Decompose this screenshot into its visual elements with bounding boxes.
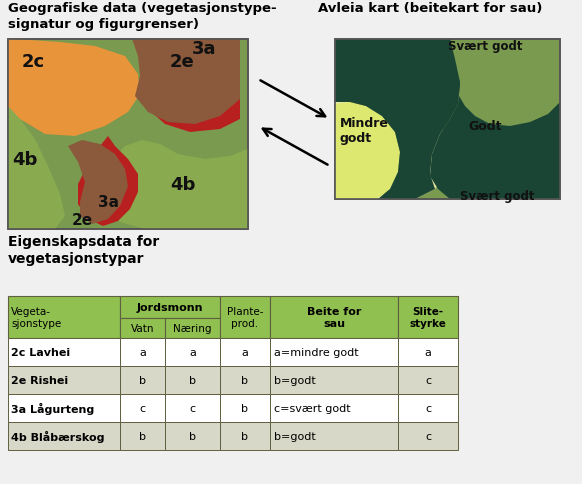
Bar: [220, 394, 270, 422]
Text: b: b: [139, 431, 146, 441]
Bar: [8, 40, 248, 229]
Bar: [8, 296, 120, 338]
Text: c: c: [425, 375, 431, 385]
Bar: [8, 338, 120, 366]
Text: c: c: [425, 431, 431, 441]
Polygon shape: [78, 136, 138, 227]
Bar: [270, 338, 398, 366]
Bar: [165, 338, 220, 366]
Bar: [270, 394, 398, 422]
Bar: [120, 338, 165, 366]
Text: c: c: [140, 403, 146, 413]
Text: 3a: 3a: [98, 195, 119, 210]
Text: b: b: [139, 375, 146, 385]
Text: Svært godt: Svært godt: [448, 40, 523, 53]
Bar: [220, 296, 270, 338]
Text: Godt: Godt: [468, 120, 502, 133]
Bar: [220, 422, 270, 450]
Text: c: c: [425, 403, 431, 413]
Bar: [398, 422, 458, 450]
Polygon shape: [68, 141, 128, 225]
Text: Slite-
styrke: Slite- styrke: [410, 306, 446, 328]
Text: b: b: [189, 375, 196, 385]
Text: 4b: 4b: [170, 176, 196, 194]
Bar: [220, 366, 270, 394]
Text: a: a: [242, 348, 249, 357]
Bar: [270, 296, 398, 338]
Text: Vegeta-
sjonstype: Vegeta- sjonstype: [11, 306, 61, 328]
Text: Jordsmonn: Jordsmonn: [137, 302, 203, 312]
Text: b: b: [189, 431, 196, 441]
Bar: [398, 338, 458, 366]
Bar: [120, 296, 220, 318]
Bar: [120, 366, 165, 394]
Text: 2e: 2e: [72, 212, 93, 227]
Bar: [270, 366, 398, 394]
Text: a: a: [424, 348, 431, 357]
Text: c: c: [189, 403, 196, 413]
Bar: [8, 394, 120, 422]
Text: b=godt: b=godt: [274, 375, 316, 385]
Text: Mindre
godt: Mindre godt: [340, 117, 389, 145]
Bar: [335, 40, 560, 199]
Text: a: a: [139, 348, 146, 357]
Text: b=godt: b=godt: [274, 431, 316, 441]
Text: Plante-
prod.: Plante- prod.: [227, 306, 263, 328]
Text: b: b: [242, 431, 249, 441]
Text: Eigenskapsdata for
vegetasjonstypar: Eigenskapsdata for vegetasjonstypar: [8, 235, 159, 266]
Text: 2e: 2e: [170, 53, 195, 71]
Bar: [8, 366, 120, 394]
Polygon shape: [8, 40, 140, 136]
Bar: [8, 422, 120, 450]
Text: 3a Lågurteng: 3a Lågurteng: [11, 402, 94, 414]
Text: b: b: [242, 375, 249, 385]
Text: 4b: 4b: [12, 151, 37, 168]
Bar: [335, 40, 560, 199]
Polygon shape: [335, 40, 450, 199]
Bar: [165, 394, 220, 422]
Bar: [398, 366, 458, 394]
Bar: [165, 318, 220, 338]
Polygon shape: [102, 141, 248, 229]
Bar: [8, 40, 248, 229]
Bar: [120, 422, 165, 450]
Polygon shape: [335, 40, 400, 199]
Text: Næring: Næring: [173, 323, 212, 333]
Text: Beite for
sau: Beite for sau: [307, 306, 361, 328]
Bar: [165, 422, 220, 450]
Text: a: a: [189, 348, 196, 357]
Text: b: b: [242, 403, 249, 413]
Text: 4b Blåbærskog: 4b Blåbærskog: [11, 430, 105, 442]
Text: 3a: 3a: [192, 40, 217, 58]
Bar: [220, 338, 270, 366]
Bar: [120, 318, 165, 338]
Text: c=svært godt: c=svært godt: [274, 403, 350, 413]
Polygon shape: [8, 40, 65, 229]
Polygon shape: [430, 40, 560, 199]
Text: Avleia kart (beitekart for sau): Avleia kart (beitekart for sau): [318, 2, 542, 15]
Text: Svært godt: Svært godt: [460, 190, 534, 203]
Bar: [398, 296, 458, 338]
Polygon shape: [335, 40, 460, 199]
Text: 2e Rishei: 2e Rishei: [11, 375, 68, 385]
Text: 2c: 2c: [22, 53, 45, 71]
Text: a=mindre godt: a=mindre godt: [274, 348, 359, 357]
Text: Geografiske data (vegetasjonstype-
signatur og figurgrenser): Geografiske data (vegetasjonstype- signa…: [8, 2, 276, 31]
Text: Vatn: Vatn: [131, 323, 154, 333]
Bar: [165, 366, 220, 394]
Polygon shape: [140, 40, 240, 133]
Bar: [398, 394, 458, 422]
Text: 2c Lavhei: 2c Lavhei: [11, 348, 70, 357]
Polygon shape: [132, 40, 240, 125]
Bar: [270, 422, 398, 450]
Bar: [120, 394, 165, 422]
